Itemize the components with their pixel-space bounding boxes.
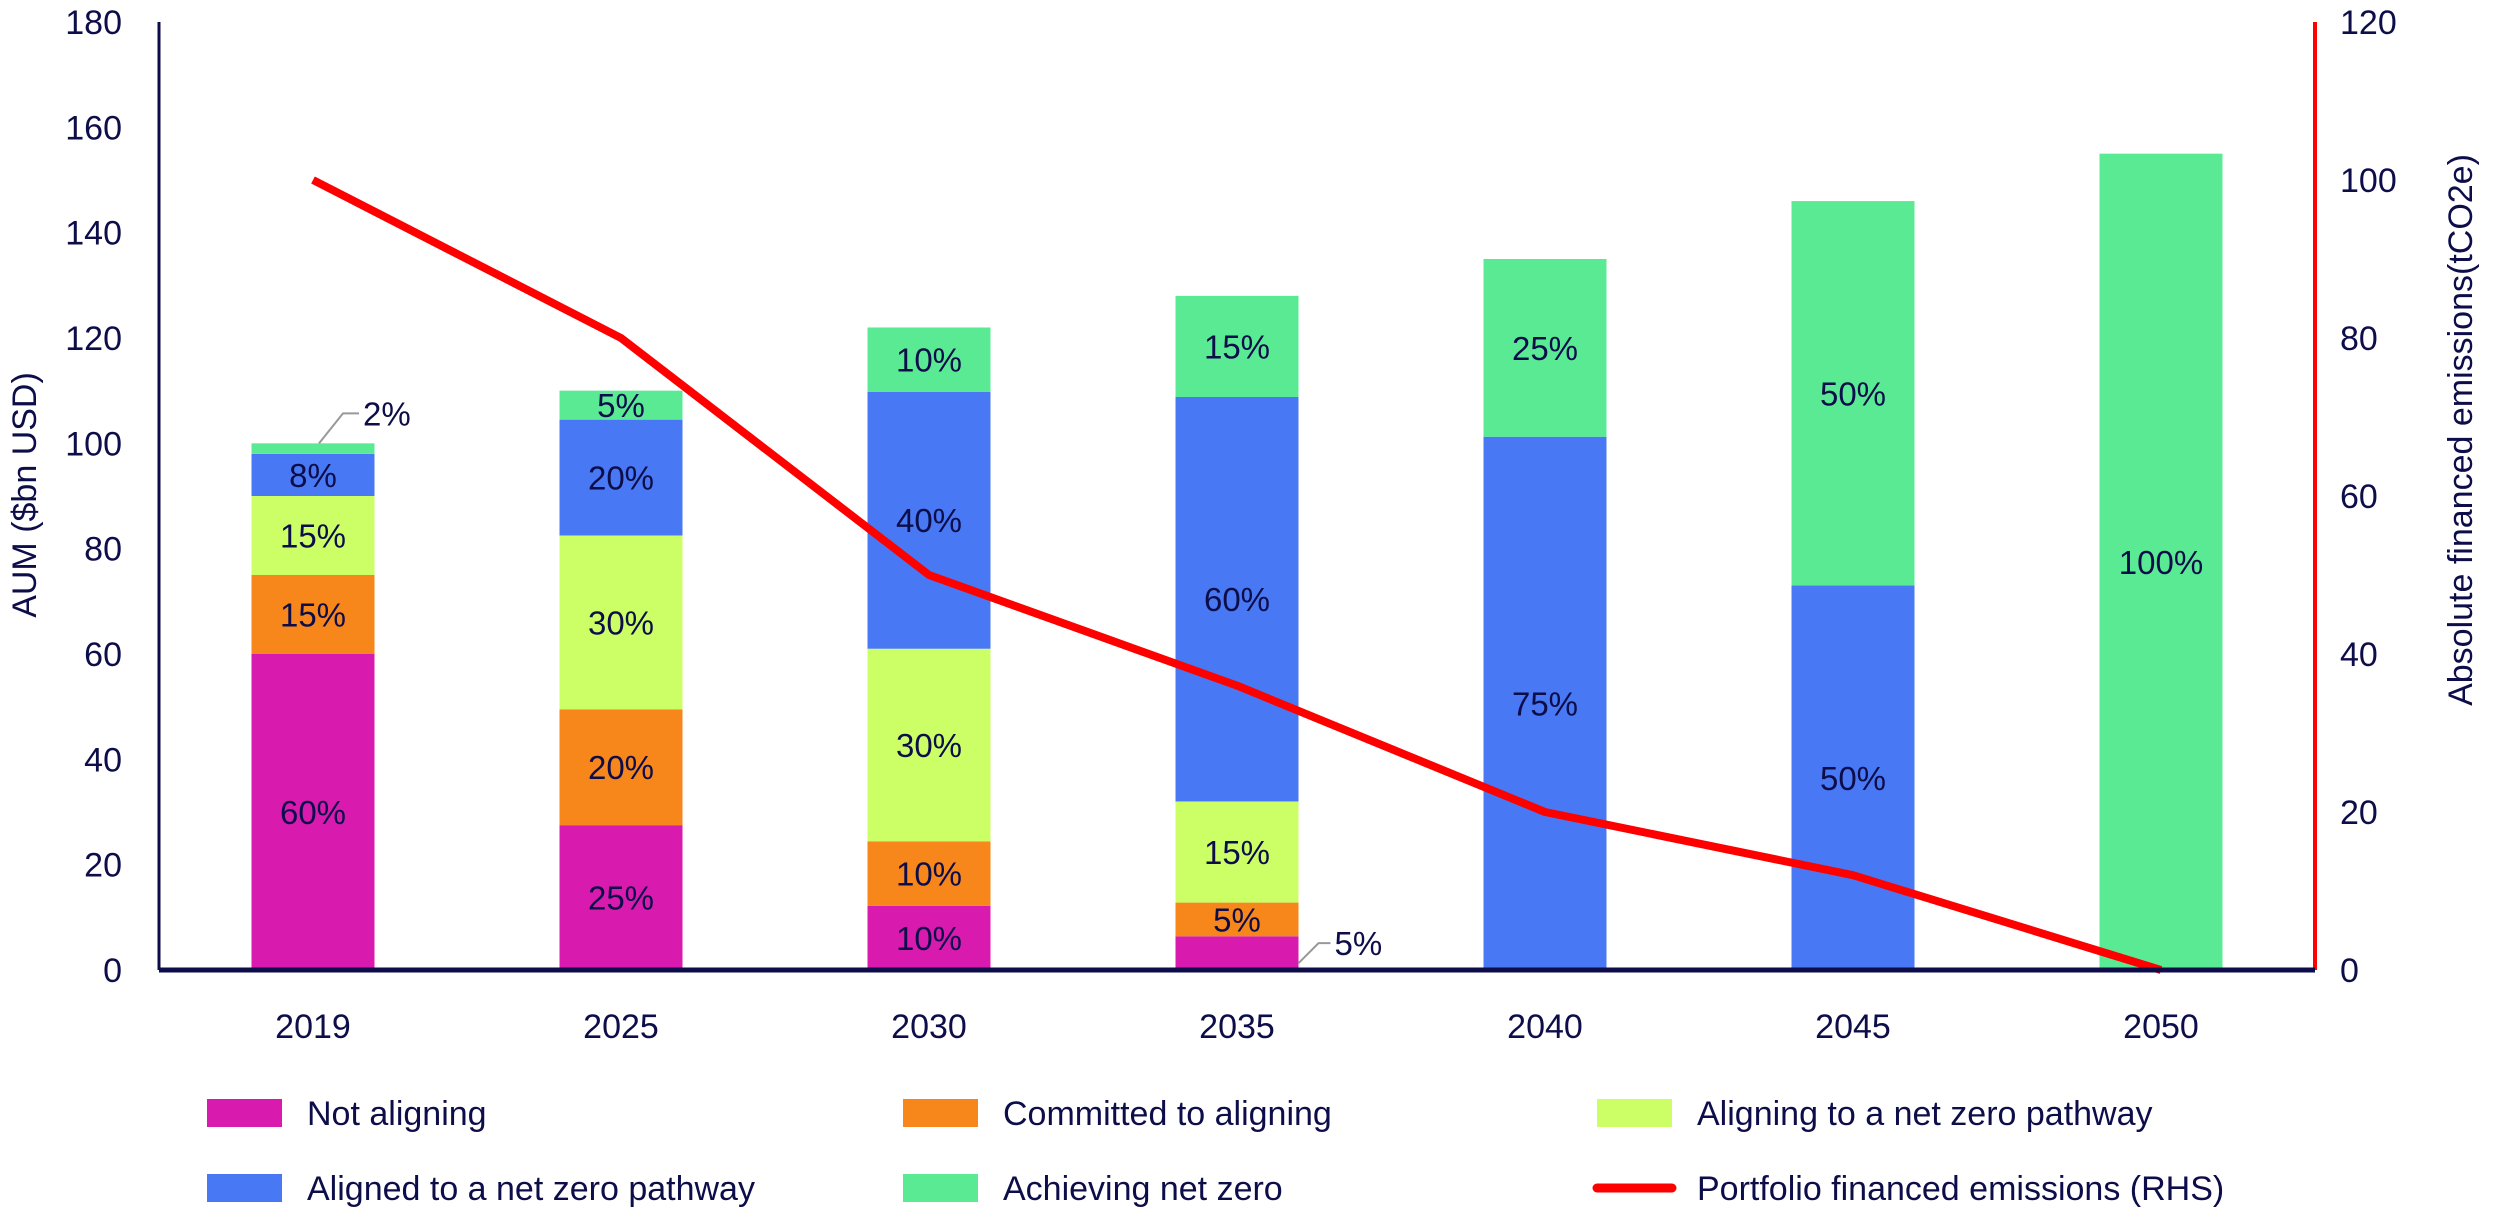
bar-segment: [867, 327, 991, 392]
segment-label: 40%: [896, 502, 962, 539]
bar-segment: [1175, 902, 1299, 937]
segment-label: 15%: [1204, 834, 1270, 871]
legend-label: Aligned to a net zero pathway: [307, 1170, 755, 1208]
callout-label: 2%: [363, 395, 411, 432]
legend-label: Aligning to a net zero pathway: [1697, 1095, 2153, 1133]
y-tick-label: 180: [65, 4, 122, 42]
segment-label: 15%: [280, 518, 346, 555]
bar-segment: [251, 453, 375, 496]
legend-label: Achieving net zero: [1003, 1170, 1283, 1208]
callout-leader: [1297, 942, 1331, 964]
bar-segment: [251, 654, 375, 970]
axes: 0204060801001201401601800204060801001202…: [65, 4, 2396, 1046]
segment-labels: 60% 15% 15% 8% 25% 20% 30% 20% 5% 10% 10% 30% 40% 10%…: [280, 328, 2203, 964]
bar-segment: [1483, 436, 1607, 970]
segment-label: 5%: [1213, 901, 1261, 938]
bar-segment: [2099, 153, 2223, 970]
y-right-tick-label: 80: [2340, 320, 2378, 358]
bar-segment: [1791, 201, 1915, 586]
y-tick-label: 160: [65, 109, 122, 147]
x-tick-label: 2035: [1199, 1008, 1275, 1046]
y-right-tick-label: 100: [2340, 162, 2397, 200]
bar-segment: [867, 841, 991, 906]
y-right-tick-label: 0: [2340, 952, 2359, 990]
bar-segment: [867, 905, 991, 970]
segment-label: 15%: [280, 597, 346, 634]
y-tick-label: 140: [65, 215, 122, 253]
bar-segment: [1175, 936, 1299, 970]
segment-label: 100%: [2119, 544, 2203, 581]
bar-segment: [867, 391, 991, 649]
legend-swatch: [207, 1174, 282, 1202]
legend: Not aligning Committed to aligning Alignin…: [207, 1095, 2224, 1208]
segment-label: 5%: [597, 387, 645, 424]
segment-label: 20%: [588, 460, 654, 497]
y-tick-label: 20: [84, 847, 122, 885]
legend-swatch: [1597, 1099, 1672, 1127]
bar-segment: [559, 709, 683, 826]
segment-label: 10%: [896, 920, 962, 957]
segment-label: 8%: [289, 457, 337, 494]
bar-segment: [1791, 585, 1915, 970]
bar-segment: [559, 825, 683, 970]
bar-segment: [559, 419, 683, 536]
bar-segment: [1175, 801, 1299, 903]
callout-leader: [318, 412, 359, 444]
bars-layer: [251, 153, 2223, 970]
y-tick-label: 120: [65, 320, 122, 358]
bar-segment: [1175, 295, 1299, 397]
bar-segment: [1483, 259, 1607, 437]
segment-label: 25%: [588, 880, 654, 917]
callout-label: 5%: [1335, 925, 1383, 962]
segment-label: 30%: [588, 604, 654, 641]
x-tick-label: 2045: [1815, 1008, 1891, 1046]
legend-swatch: [903, 1099, 978, 1127]
x-tick-label: 2040: [1507, 1008, 1583, 1046]
segment-label: 10%: [896, 856, 962, 893]
segment-label: 30%: [896, 727, 962, 764]
segment-label: 15%: [1204, 328, 1270, 365]
segment-label: 50%: [1820, 760, 1886, 797]
legend-swatch: [207, 1099, 282, 1127]
y-tick-label: 100: [65, 425, 122, 463]
segment-label: 20%: [588, 749, 654, 786]
y-right-tick-label: 60: [2340, 478, 2378, 516]
segment-label: 10%: [896, 342, 962, 379]
y-right-tick-label: 40: [2340, 636, 2378, 674]
y-right-tick-label: 20: [2340, 794, 2378, 832]
legend-label: Portfolio financed emissions (RHS): [1697, 1170, 2224, 1208]
bar-segment: [559, 535, 683, 710]
bar-segment: [251, 575, 375, 654]
legend-label: Not aligning: [307, 1095, 487, 1133]
legend-label: Committed to aligning: [1003, 1095, 1332, 1133]
bar-segment: [867, 648, 991, 842]
segment-label: 60%: [280, 794, 346, 831]
bar-segment: [251, 496, 375, 575]
bar-segment: [1175, 396, 1299, 802]
segment-label: 25%: [1512, 330, 1578, 367]
segment-label: 75%: [1512, 685, 1578, 722]
x-tick-label: 2019: [275, 1008, 351, 1046]
y-right-tick-label: 120: [2340, 4, 2397, 42]
segment-label: 50%: [1820, 375, 1886, 412]
y-tick-label: 0: [103, 952, 122, 990]
y-axis-right-title: Absolute financed emissions(tCO2e): [2442, 154, 2480, 706]
legend-swatch: [903, 1174, 978, 1202]
x-tick-label: 2050: [2123, 1008, 2199, 1046]
x-tick-label: 2030: [891, 1008, 967, 1046]
segment-label: 60%: [1204, 581, 1270, 618]
bar-segment: [559, 390, 683, 420]
y-tick-label: 60: [84, 636, 122, 674]
y-tick-label: 40: [84, 741, 122, 779]
x-tick-label: 2025: [583, 1008, 659, 1046]
y-tick-label: 80: [84, 531, 122, 569]
bar-segment: [251, 443, 375, 454]
y-axis-title: AUM ($bn USD): [6, 372, 44, 618]
